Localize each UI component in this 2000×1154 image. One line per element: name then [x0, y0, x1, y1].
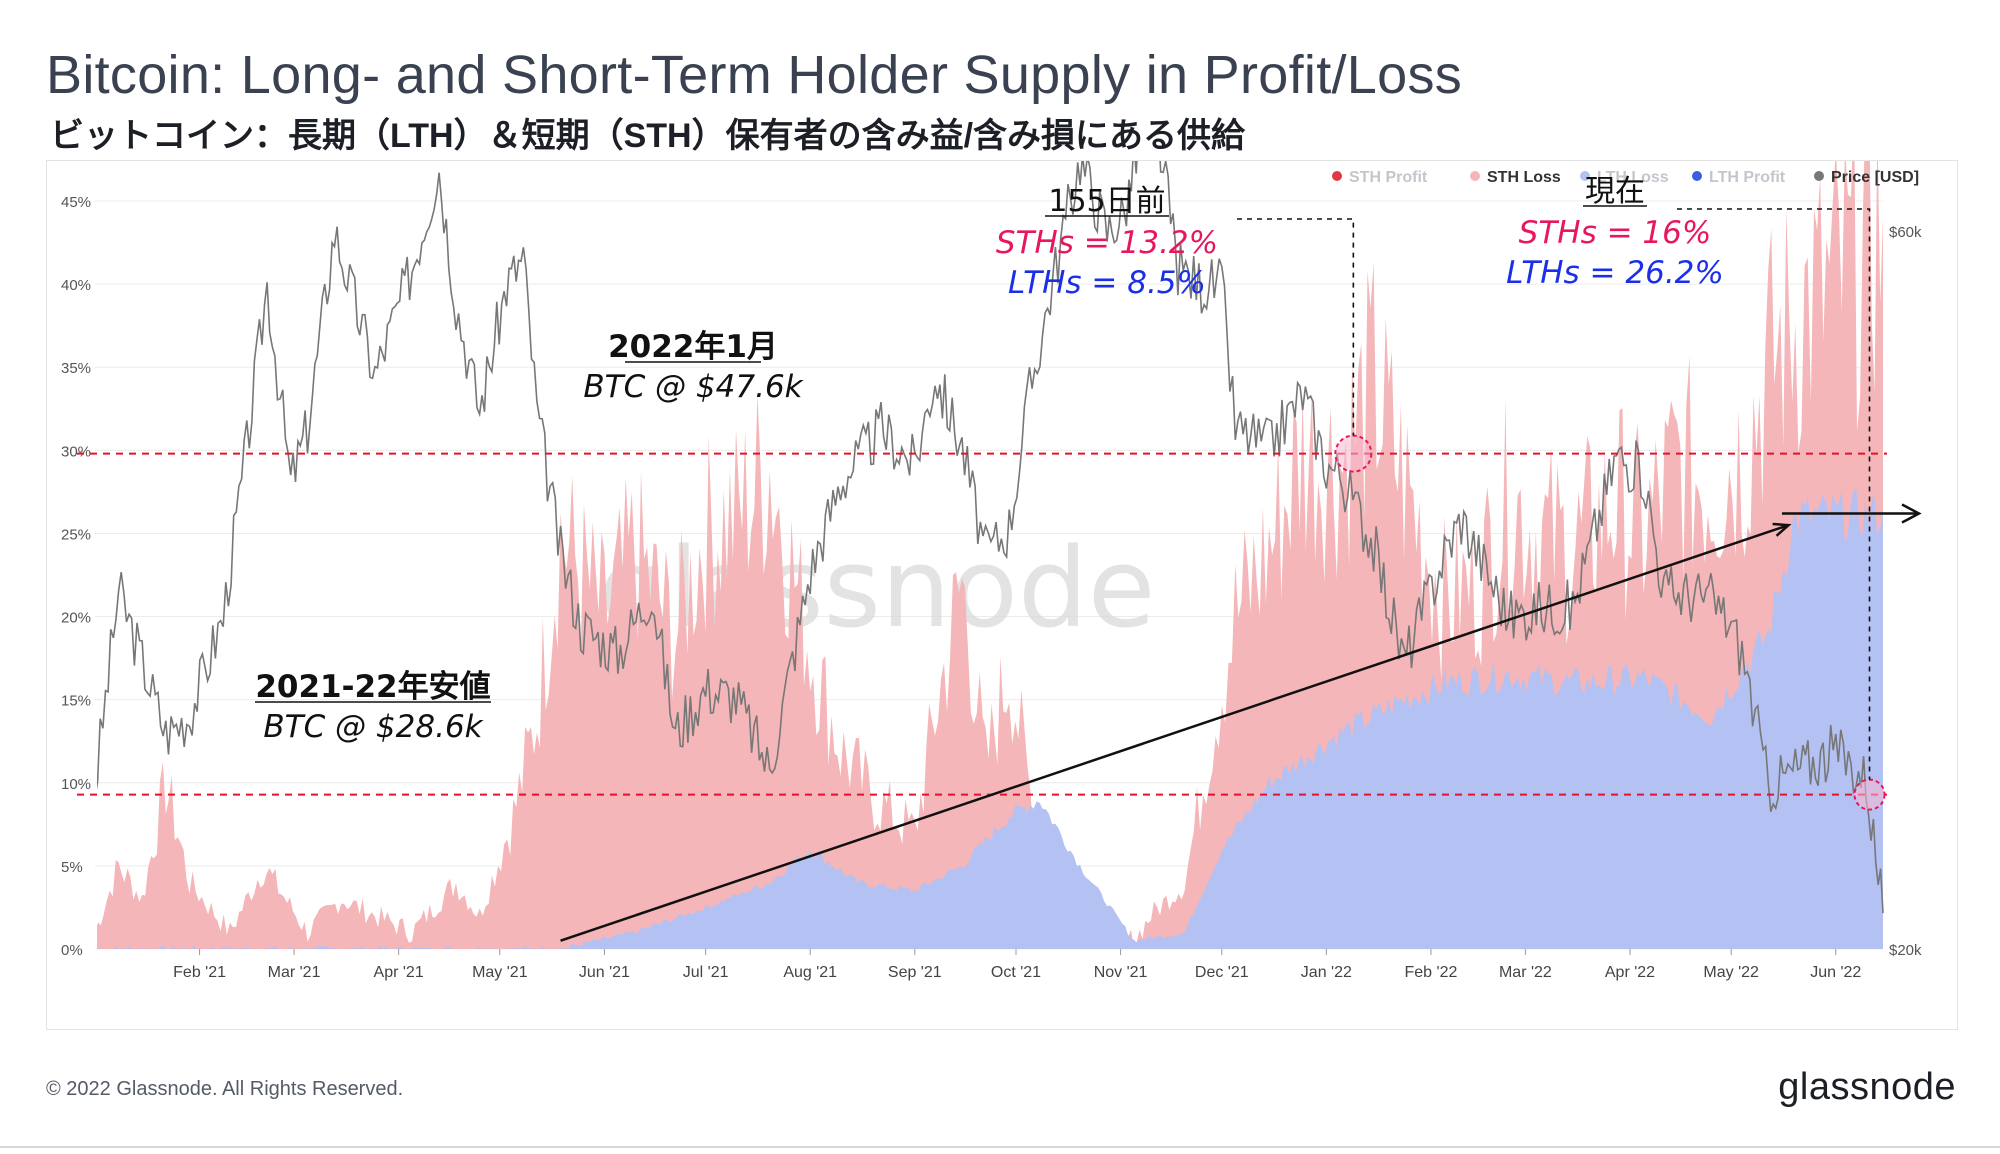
annotation-jan-title: 2022年1月	[608, 329, 778, 365]
chart-svg: glassnode 0%5%10%15%20%25%30%35%40%45% $…	[61, 161, 1922, 981]
x-tick-label: Mar '21	[268, 964, 321, 981]
y-tick-label: 35%	[61, 360, 91, 377]
x-tick-label: Jan '22	[1301, 964, 1352, 981]
page-title: Bitcoin: Long- and Short-Term Holder Sup…	[46, 45, 1463, 105]
x-tick-label: Feb '21	[173, 964, 226, 981]
legend-swatch	[1692, 171, 1702, 181]
y-tick-label: 20%	[61, 610, 91, 627]
y2-tick-label: $20k	[1889, 942, 1922, 959]
x-tick-label: Mar '22	[1499, 964, 1552, 981]
callout-current-connector	[1677, 208, 1871, 780]
lth-loss-area	[97, 489, 1883, 949]
trend-arrow-head	[1772, 522, 1792, 537]
annotation-days-ago-sth: STHs = 13.2%	[996, 225, 1218, 261]
annotations	[77, 208, 1922, 942]
y-tick-label: 30%	[61, 443, 91, 460]
legend-swatch	[1332, 171, 1342, 181]
x-tick-label: Dec '21	[1195, 964, 1249, 981]
legend-label: LTH Profit	[1709, 169, 1786, 186]
page-subtitle: ビットコイン：長期（LTH）＆短期（STH）保有者の含み益/含み損にある供給	[50, 117, 1246, 155]
footer-logo: glassnode	[1778, 1066, 1956, 1108]
annotation-days-ago-title: 155日前	[1048, 184, 1165, 219]
legend-label: Price [USD]	[1831, 169, 1919, 186]
legend-label: STH Profit	[1349, 169, 1428, 186]
x-tick-label: Apr '21	[374, 964, 424, 981]
legend-label: LTH Loss	[1597, 169, 1669, 186]
price-line-group	[97, 161, 1884, 914]
annotation-low-price: BTC @ $28.6k	[263, 709, 483, 745]
x-tick-label: Oct '21	[991, 964, 1041, 981]
x-tick-label: Nov '21	[1094, 964, 1148, 981]
y-tick-label: 25%	[61, 526, 91, 543]
legend: STH Profit STH Loss LTH Loss LTH Profit Pric…	[1332, 169, 1919, 186]
x-tick-label: Feb '22	[1405, 964, 1458, 981]
y-tick-label: 40%	[61, 277, 91, 294]
legend-label: STH Loss	[1487, 169, 1561, 186]
x-tick-label: Jul '21	[683, 964, 729, 981]
legend-swatch	[1580, 171, 1590, 181]
y2-tick-label: $60k	[1889, 224, 1922, 241]
callout-155-days-connector	[1237, 218, 1355, 436]
y-tick-label: 45%	[61, 194, 91, 211]
y-tick-label: 15%	[61, 693, 91, 710]
x-tick-label: Apr '22	[1605, 964, 1655, 981]
annotation-jan-price: BTC @ $47.6k	[583, 369, 803, 405]
annotation-days-ago-lth: LTHs = 8.5%	[1008, 265, 1206, 301]
x-axis-ticks: Feb '21 Mar '21 Apr '21 May '21 Jun '21 Jul '…	[173, 949, 1861, 981]
footer-divider	[0, 1146, 2000, 1148]
y-tick-label: 5%	[61, 859, 83, 876]
y-tick-label: 0%	[61, 942, 83, 959]
annotation-low-title: 2021-22年安値	[255, 669, 490, 705]
marker-current	[1853, 778, 1886, 811]
x-tick-label: Jun '21	[579, 964, 630, 981]
x-tick-label: Aug '21	[783, 964, 837, 981]
legend-swatch	[1814, 171, 1824, 181]
marker-155-days-ago	[1334, 434, 1373, 473]
annotation-current-lth: LTHs = 26.2%	[1506, 255, 1724, 291]
y2-axis-ticks: $20k $60k	[1889, 224, 1922, 959]
x-tick-label: May '21	[472, 964, 528, 981]
y-axis-ticks: 0% 5% 10% 15% 20% 25% 30% 35% 40% 45%	[61, 194, 91, 959]
legend-swatch	[1470, 171, 1480, 181]
chart-panel: glassnode 0% 5% 10% 15% 20% 25% 30% 35% 40% 45% $…	[46, 160, 1958, 1030]
trend-arrow-line	[560, 523, 1789, 942]
price-line	[97, 161, 1884, 914]
annotation-current-sth: STHs = 16%	[1519, 215, 1712, 251]
y-tick-label: 10%	[61, 776, 91, 793]
current-arrow-head	[1901, 503, 1922, 524]
x-tick-label: Sep '21	[888, 964, 942, 981]
annotation-current-title: 現在	[1585, 174, 1645, 209]
x-tick-label: May '22	[1703, 964, 1759, 981]
supply-areas	[97, 161, 1883, 949]
footer-copyright: © 2022 Glassnode. All Rights Reserved.	[46, 1078, 404, 1100]
x-tick-label: Jun '22	[1810, 964, 1861, 981]
